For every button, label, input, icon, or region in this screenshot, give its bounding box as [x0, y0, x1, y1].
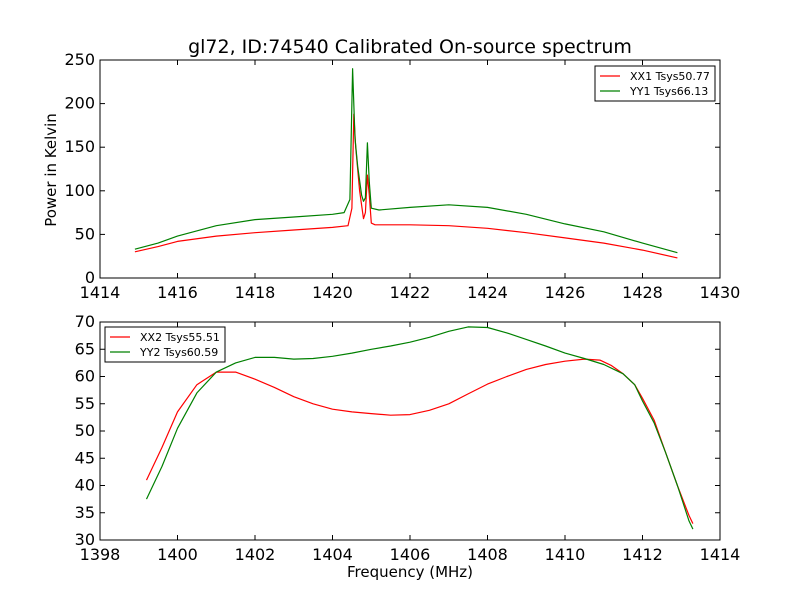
x-tick-label: 1406: [390, 545, 431, 564]
y-tick-label: 40: [75, 476, 95, 495]
legend-label: XX1 Tsys50.77: [630, 70, 710, 83]
legend-label: YY1 Tsys66.13: [629, 85, 708, 98]
y-tick-label: 65: [75, 339, 95, 358]
y-tick-label: 50: [75, 421, 95, 440]
chart-title: gl72, ID:74540 Calibrated On-source spec…: [188, 36, 632, 58]
x-tick-label: 1418: [235, 283, 276, 302]
x-tick-label: 1410: [545, 545, 586, 564]
series-line-2-2: [145, 326, 694, 530]
y-tick-label: 0: [85, 268, 95, 287]
x-tick-label: 1408: [467, 545, 508, 564]
x-tick-label: 1430: [700, 283, 741, 302]
x-tick-label: 1400: [157, 545, 198, 564]
y-tick-label: 100: [64, 181, 95, 200]
x-axis-label: Frequency (MHz): [347, 563, 473, 581]
y-tick-label: 45: [75, 448, 95, 467]
legend: XX2 Tsys55.51 YY2 Tsys60.59: [104, 326, 226, 363]
y-tick-label: 35: [75, 503, 95, 522]
y-axis-label: Power in Kelvin: [42, 113, 60, 227]
y-tick-label: 55: [75, 394, 95, 413]
panel-2: 1398 1400 1402 1404 1406 1408 1410 1412 1414 30 35…: [75, 312, 741, 564]
y-tick-label: 200: [64, 94, 95, 113]
series-line-2-1: [145, 358, 694, 524]
x-tick-label: 1414: [700, 545, 741, 564]
y-tick-label: 150: [64, 137, 95, 156]
legend-box: [594, 65, 716, 102]
x-tick-label: 1420: [312, 283, 353, 302]
legend: XX1 Tsys50.77 YY1 Tsys66.13: [594, 65, 716, 102]
series-line-1-1: [134, 113, 678, 259]
y-tick-label: 250: [64, 50, 95, 69]
legend-label: XX2 Tsys55.51: [140, 331, 220, 344]
y-tick-label: 60: [75, 367, 95, 386]
x-tick-label: 1428: [622, 283, 663, 302]
legend-label: YY2 Tsys60.59: [139, 346, 218, 359]
x-tick-label: 1402: [235, 545, 276, 564]
x-tick-label: 1404: [312, 545, 353, 564]
x-tick-label: 1414: [80, 283, 121, 302]
x-tick-label: 1398: [80, 545, 121, 564]
y-tick-label: 50: [75, 224, 95, 243]
panel-1: 1414 1416 1418 1420 1422 1424 1426 1428 1430 0 50 1…: [64, 50, 740, 302]
x-tick-label: 1416: [157, 283, 198, 302]
x-tick-label: 1426: [545, 283, 586, 302]
x-tick-label: 1424: [467, 283, 508, 302]
series-line-1-2: [134, 68, 678, 254]
legend-box: [104, 326, 226, 363]
y-tick-label: 70: [75, 312, 95, 331]
x-tick-label: 1412: [622, 545, 663, 564]
x-tick-label: 1422: [390, 283, 431, 302]
y-tick-label: 30: [75, 530, 95, 549]
